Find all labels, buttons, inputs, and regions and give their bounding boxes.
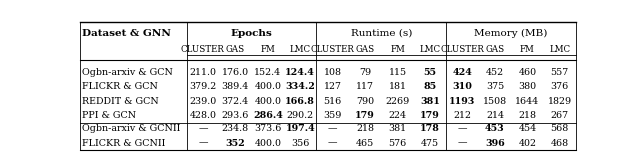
Text: FM: FM [260,45,275,54]
Text: —: — [458,139,467,148]
Text: 396: 396 [485,139,505,148]
Text: FM: FM [520,45,534,54]
Text: 516: 516 [324,97,342,105]
Text: 267: 267 [550,111,569,120]
Text: LMC: LMC [290,45,311,54]
Text: 127: 127 [324,82,342,91]
Text: 179: 179 [420,111,440,120]
Text: FM: FM [390,45,405,54]
Text: 1508: 1508 [483,97,507,105]
Text: 381: 381 [420,97,440,105]
Text: FLICKR & GCNII: FLICKR & GCNII [83,139,166,148]
Text: 375: 375 [486,82,504,91]
Text: 293.6: 293.6 [221,111,249,120]
Text: 310: 310 [452,82,472,91]
Text: 290.2: 290.2 [287,111,314,120]
Text: REDDIT & GCN: REDDIT & GCN [83,97,159,105]
Text: PPI & GCN: PPI & GCN [83,111,136,120]
Text: 214: 214 [486,111,504,120]
Text: —: — [328,124,337,133]
Text: —: — [198,124,207,133]
Text: 356: 356 [291,139,309,148]
Text: 108: 108 [324,68,342,77]
Text: 115: 115 [388,68,406,77]
Text: 212: 212 [453,111,472,120]
Text: 234.8: 234.8 [221,124,249,133]
Text: 400.0: 400.0 [254,82,281,91]
Text: 376: 376 [550,82,569,91]
Text: 79: 79 [359,68,371,77]
Text: 380: 380 [518,82,536,91]
Text: 1193: 1193 [449,97,476,105]
Text: 557: 557 [550,68,569,77]
Text: —: — [198,139,207,148]
Text: 468: 468 [550,139,569,148]
Text: 454: 454 [518,124,536,133]
Text: 181: 181 [388,82,406,91]
Text: 576: 576 [388,139,406,148]
Text: 176.0: 176.0 [221,68,249,77]
Text: 124.4: 124.4 [285,68,315,77]
Text: GAS: GAS [485,45,504,54]
Text: Epochs: Epochs [230,29,273,38]
Text: CLUSTER: CLUSTER [440,45,484,54]
Text: 379.2: 379.2 [189,82,216,91]
Text: Ogbn-arxiv & GCN: Ogbn-arxiv & GCN [83,68,173,77]
Text: 389.4: 389.4 [221,82,249,91]
Text: Runtime (s): Runtime (s) [351,29,412,38]
Text: CLUSTER: CLUSTER [181,45,225,54]
Text: 1829: 1829 [548,97,572,105]
Text: 179: 179 [355,111,375,120]
Text: 166.8: 166.8 [285,97,315,105]
Text: 224: 224 [388,111,406,120]
Text: 1644: 1644 [515,97,540,105]
Text: 452: 452 [486,68,504,77]
Text: 197.4: 197.4 [285,124,315,133]
Text: LMC: LMC [419,45,440,54]
Text: CLUSTER: CLUSTER [310,45,355,54]
Text: 117: 117 [356,82,374,91]
Text: 55: 55 [424,68,436,77]
Text: 381: 381 [388,124,406,133]
Text: 460: 460 [518,68,536,77]
Text: GAS: GAS [226,45,245,54]
Text: 428.0: 428.0 [189,111,216,120]
Text: Memory (MB): Memory (MB) [474,29,548,38]
Text: 424: 424 [452,68,472,77]
Text: 359: 359 [323,111,342,120]
Text: 218: 218 [356,124,374,133]
Text: 568: 568 [550,124,569,133]
Text: 465: 465 [356,139,374,148]
Text: GAS: GAS [356,45,374,54]
Text: 85: 85 [424,82,436,91]
Text: 372.4: 372.4 [221,97,249,105]
Text: 402: 402 [518,139,536,148]
Text: 2269: 2269 [385,97,410,105]
Text: FLICKR & GCN: FLICKR & GCN [83,82,158,91]
Text: Ogbn-arxiv & GCNII: Ogbn-arxiv & GCNII [83,124,181,133]
Text: —: — [328,139,337,148]
Text: 239.0: 239.0 [189,97,216,105]
Text: 790: 790 [356,97,374,105]
Text: 286.4: 286.4 [253,111,283,120]
Text: 453: 453 [485,124,505,133]
Text: 475: 475 [421,139,439,148]
Text: 334.2: 334.2 [285,82,315,91]
Text: 352: 352 [225,139,245,148]
Text: 152.4: 152.4 [254,68,282,77]
Text: 400.0: 400.0 [254,97,281,105]
Text: 400.0: 400.0 [254,139,281,148]
Text: Dataset & GNN: Dataset & GNN [83,29,172,38]
Text: LMC: LMC [549,45,570,54]
Text: 211.0: 211.0 [189,68,216,77]
Text: 218: 218 [518,111,536,120]
Text: 178: 178 [420,124,440,133]
Text: —: — [458,124,467,133]
Text: 373.6: 373.6 [254,124,282,133]
